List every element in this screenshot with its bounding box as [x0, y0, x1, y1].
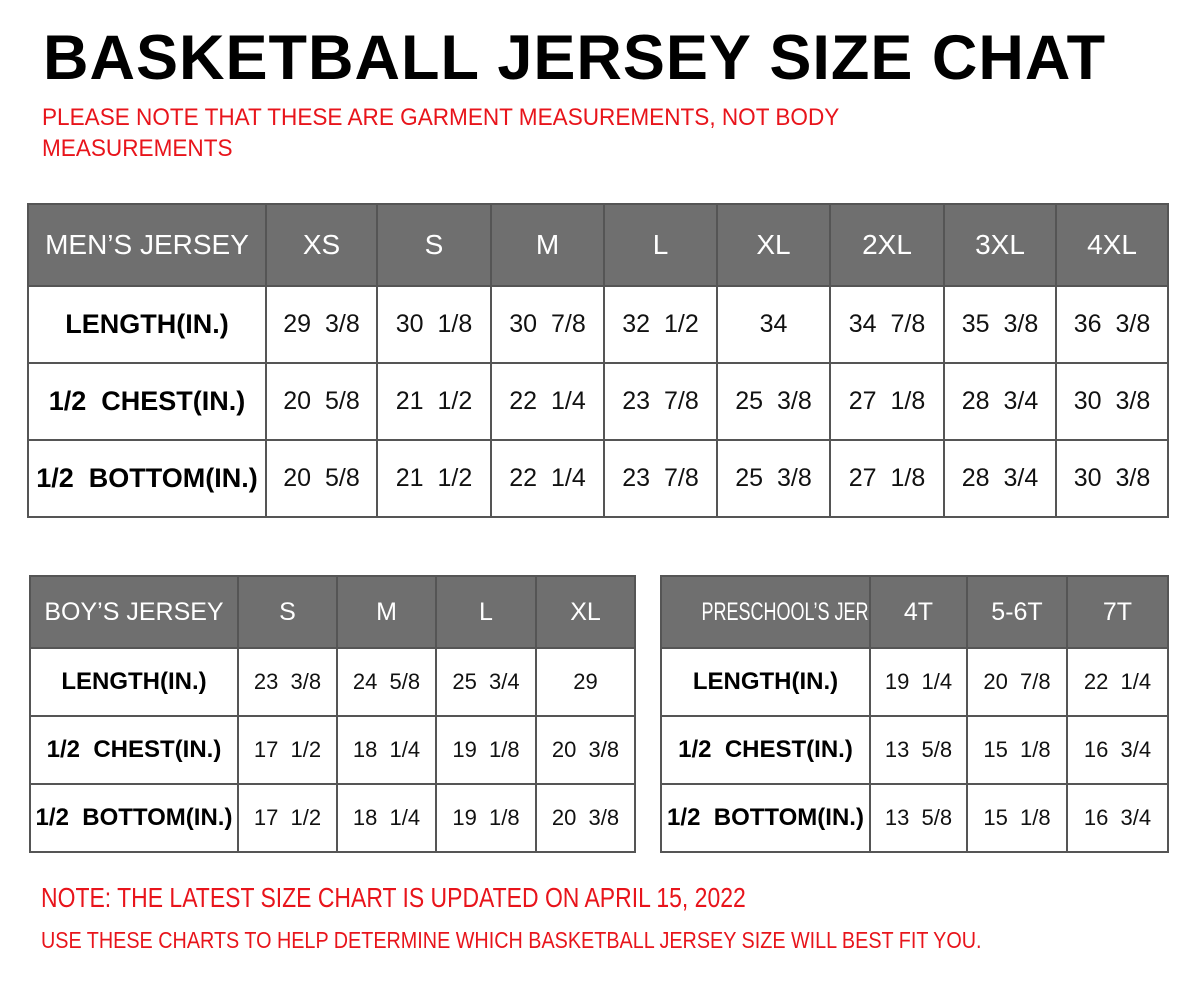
measurement-value: 17 1/2 [237, 715, 338, 785]
measurement-value: 23 7/8 [603, 362, 718, 441]
boys-size-table: BOY’S JERSEY S M L XL LENGTH(IN.) 23 3/8 24 5/… [29, 575, 636, 853]
measurement-value: 21 1/2 [376, 439, 492, 518]
measurement-value: 25 3/4 [435, 647, 537, 717]
table-row: LENGTH(IN.) 29 3/8 30 1/8 30 7/8 32 1/2 34 34 … [27, 285, 1169, 364]
measurement-value: 15 1/8 [966, 715, 1068, 785]
size-header-cell: M [490, 203, 605, 287]
size-header-cell: 2XL [829, 203, 945, 287]
fit-note: USE THESE CHARTS TO HELP DETERMINE WHICH… [41, 927, 982, 953]
measurement-value: 35 3/8 [943, 285, 1057, 364]
table-row: LENGTH(IN.) 19 1/4 20 7/8 22 1/4 [660, 647, 1169, 717]
measurement-label: 1/2 CHEST(IN.) [27, 362, 267, 441]
table-header-row: MEN’S JERSEY XS S M L XL 2XL 3XL 4XL [27, 203, 1169, 287]
measurement-value: 20 5/8 [265, 362, 378, 441]
measurement-value: 23 3/8 [237, 647, 338, 717]
measurement-value: 34 7/8 [829, 285, 945, 364]
table-row: 1/2 CHEST(IN.) 17 1/2 18 1/4 19 1/8 20 3/8 [29, 715, 636, 785]
measurement-value: 22 1/4 [490, 362, 605, 441]
measurement-value: 19 1/8 [435, 715, 537, 785]
measurement-value: 19 1/4 [869, 647, 968, 717]
measurement-label: LENGTH(IN.) [660, 647, 871, 717]
size-header-cell: S [376, 203, 492, 287]
measurement-value: 23 7/8 [603, 439, 718, 518]
table-row: 1/2 BOTTOM(IN.) 20 5/8 21 1/2 22 1/4 23 7/8 2… [27, 439, 1169, 518]
measurement-value: 28 3/4 [943, 439, 1057, 518]
size-header-cell: S [237, 575, 338, 649]
measurement-value: 22 1/4 [490, 439, 605, 518]
table-row: LENGTH(IN.) 23 3/8 24 5/8 25 3/4 29 [29, 647, 636, 717]
measurement-label: LENGTH(IN.) [29, 647, 239, 717]
size-header-cell: L [435, 575, 537, 649]
measurement-value: 25 3/8 [716, 362, 831, 441]
table-title-text: PRESCHOOL’S JERSEY [701, 597, 869, 626]
measurement-value: 20 3/8 [535, 783, 636, 853]
measurement-label: 1/2 BOTTOM(IN.) [660, 783, 871, 853]
measurement-value: 30 3/8 [1055, 362, 1169, 441]
measurement-value: 25 3/8 [716, 439, 831, 518]
measurement-value: 19 1/8 [435, 783, 537, 853]
measurement-value: 30 1/8 [376, 285, 492, 364]
measurement-value: 32 1/2 [603, 285, 718, 364]
measurement-value: 15 1/8 [966, 783, 1068, 853]
measurement-label: 1/2 BOTTOM(IN.) [27, 439, 267, 518]
measurement-value: 29 3/8 [265, 285, 378, 364]
size-header-cell: XL [716, 203, 831, 287]
size-header-cell: 5-6T [966, 575, 1068, 649]
measurement-value: 18 1/4 [336, 783, 437, 853]
measurement-label: 1/2 BOTTOM(IN.) [29, 783, 239, 853]
measurement-label: 1/2 CHEST(IN.) [29, 715, 239, 785]
size-header-cell: M [336, 575, 437, 649]
measurement-value: 17 1/2 [237, 783, 338, 853]
table-row: 1/2 CHEST(IN.) 13 5/8 15 1/8 16 3/4 [660, 715, 1169, 785]
table-row: 1/2 BOTTOM(IN.) 13 5/8 15 1/8 16 3/4 [660, 783, 1169, 853]
measurement-value: 13 5/8 [869, 783, 968, 853]
size-header-cell: 4T [869, 575, 968, 649]
measurement-value: 20 5/8 [265, 439, 378, 518]
measurement-value: 27 1/8 [829, 439, 945, 518]
table-title-cell: PRESCHOOL’S JERSEY [660, 575, 871, 649]
measurement-value: 30 3/8 [1055, 439, 1169, 518]
measurement-value: 34 [716, 285, 831, 364]
measurement-value: 16 3/4 [1066, 715, 1169, 785]
size-header-cell: XL [535, 575, 636, 649]
size-header-cell: XS [265, 203, 378, 287]
size-header-cell: 7T [1066, 575, 1169, 649]
size-header-cell: L [603, 203, 718, 287]
measurement-value: 29 [535, 647, 636, 717]
table-row: 1/2 BOTTOM(IN.) 17 1/2 18 1/4 19 1/8 20 3/8 [29, 783, 636, 853]
mens-size-table: MEN’S JERSEY XS S M L XL 2XL 3XL 4XL LENGTH(IN.)… [27, 203, 1169, 518]
measurement-value: 24 5/8 [336, 647, 437, 717]
table-header-row: BOY’S JERSEY S M L XL [29, 575, 636, 649]
measurement-value: 22 1/4 [1066, 647, 1169, 717]
measurement-value: 16 3/4 [1066, 783, 1169, 853]
measurement-label: LENGTH(IN.) [27, 285, 267, 364]
table-title-cell: MEN’S JERSEY [27, 203, 267, 287]
measurement-value: 30 7/8 [490, 285, 605, 364]
measurement-value: 20 3/8 [535, 715, 636, 785]
measurement-value: 27 1/8 [829, 362, 945, 441]
table-title-cell: BOY’S JERSEY [29, 575, 239, 649]
garment-note: PLEASE NOTE THAT THESE ARE GARMENT MEASU… [42, 104, 839, 162]
page-title: BASKETBALL JERSEY SIZE CHAT [43, 23, 1107, 93]
measurement-value: 21 1/2 [376, 362, 492, 441]
measurement-value: 13 5/8 [869, 715, 968, 785]
update-note: NOTE: THE LATEST SIZE CHART IS UPDATED O… [41, 882, 746, 913]
size-header-cell: 3XL [943, 203, 1057, 287]
table-row: 1/2 CHEST(IN.) 20 5/8 21 1/2 22 1/4 23 7/8 25… [27, 362, 1169, 441]
measurement-value: 28 3/4 [943, 362, 1057, 441]
measurement-value: 20 7/8 [966, 647, 1068, 717]
measurement-value: 18 1/4 [336, 715, 437, 785]
size-header-cell: 4XL [1055, 203, 1169, 287]
measurement-label: 1/2 CHEST(IN.) [660, 715, 871, 785]
measurement-value: 36 3/8 [1055, 285, 1169, 364]
